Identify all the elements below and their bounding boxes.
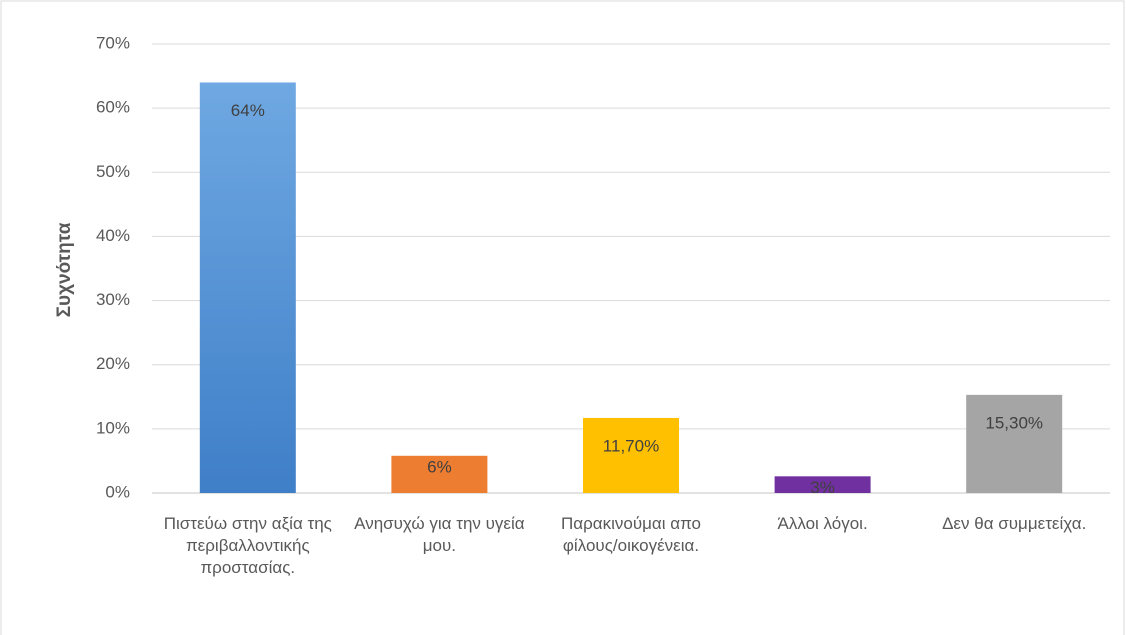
x-tick-label: Ανησυχώ για την υγεία μου. bbox=[354, 514, 525, 555]
y-tick-label: 50% bbox=[96, 162, 130, 181]
x-tick-label: Πιστεύω στην αξία της περιβαλλοντικής πρ… bbox=[163, 514, 332, 577]
y-tick-label: 70% bbox=[96, 33, 130, 52]
y-tick-label: 20% bbox=[96, 354, 130, 373]
y-tick-label: 30% bbox=[96, 290, 130, 309]
bar bbox=[391, 455, 488, 493]
x-tick-label: Παρακινούμαι απο φίλους/οικογένεια. bbox=[560, 514, 702, 555]
bar bbox=[774, 476, 871, 493]
data-label: 64% bbox=[231, 101, 265, 120]
y-tick-label: 0% bbox=[105, 482, 130, 501]
data-label: 11,70% bbox=[603, 436, 659, 455]
bar bbox=[966, 394, 1063, 493]
bar bbox=[199, 82, 296, 493]
y-tick-label: 40% bbox=[96, 226, 130, 245]
y-tick-label: 60% bbox=[96, 98, 130, 117]
bar bbox=[583, 417, 679, 493]
data-label: 3% bbox=[810, 478, 835, 497]
y-axis-title: Συχνότητα bbox=[54, 222, 75, 317]
data-label: 15,30% bbox=[985, 413, 1043, 432]
x-tick-label: Δεν θα συμμετείχα. bbox=[942, 514, 1087, 533]
x-tick-label: Άλλοι λόγοι. bbox=[777, 514, 868, 533]
y-tick-label: 10% bbox=[96, 418, 130, 437]
data-label: 6% bbox=[427, 457, 452, 476]
